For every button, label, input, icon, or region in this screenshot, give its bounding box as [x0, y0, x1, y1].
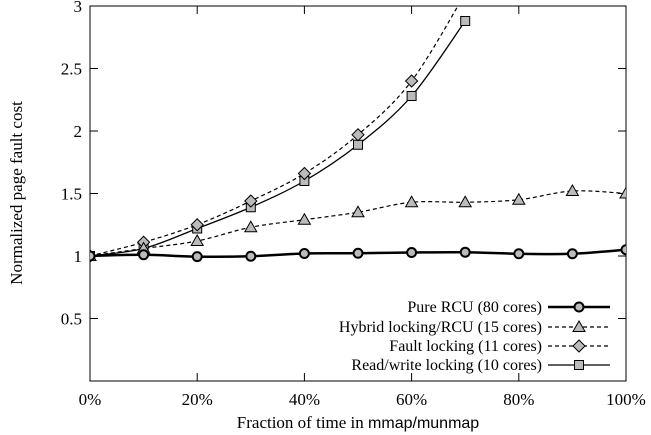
data-point-series-3: [406, 91, 417, 101]
x-axis-title-code: mmap/munmap: [368, 415, 479, 432]
x-axis-title-prefix: Fraction of time in: [237, 413, 368, 432]
x-tick-label: 40%: [289, 390, 320, 409]
data-point-series-3: [460, 16, 471, 26]
data-point-series-2: [351, 128, 365, 142]
x-axis-title: Fraction of time in mmap/munmap: [237, 413, 480, 432]
data-point-series-1: [458, 195, 473, 208]
markers-layer: [90, 16, 626, 263]
data-point-series-1: [619, 186, 626, 199]
y-tick-label: 2: [74, 122, 83, 141]
data-point-series-2: [190, 218, 204, 232]
data-point-series-1: [243, 220, 258, 233]
data-point-series-0: [138, 249, 150, 261]
y-tick-label: 0.5: [61, 310, 82, 329]
series-line-1: [90, 190, 626, 257]
legend: Pure RCU (80 cores) Hybrid locking/RCU (1…: [339, 299, 610, 374]
data-point-series-1: [351, 205, 365, 218]
data-point-series-3: [353, 139, 363, 150]
legend-label-1: Hybrid locking/RCU (15 cores): [339, 319, 542, 336]
y-tick-label: 2.5: [61, 60, 82, 79]
data-point-series-0: [620, 244, 626, 256]
series-line-2: [90, 6, 459, 257]
data-point-series-0: [513, 248, 525, 260]
data-point-series-0: [459, 246, 471, 258]
data-point-series-2: [404, 74, 419, 88]
y-tick-label: 1.5: [61, 185, 82, 204]
x-tick-label: 0%: [79, 390, 102, 409]
x-tick-label: 80%: [503, 390, 534, 409]
x-tick-label: 100%: [606, 390, 646, 409]
legend-label-0: Pure RCU (80 cores): [407, 299, 542, 316]
data-point-series-0: [245, 250, 257, 262]
data-point-series-0: [566, 248, 578, 260]
legend-marker-2: [572, 339, 586, 353]
data-point-series-0: [90, 250, 96, 262]
series-line-3: [90, 20, 466, 257]
data-point-series-2: [244, 194, 258, 208]
legend-marker-1: [572, 319, 586, 332]
data-point-series-1: [565, 183, 580, 196]
data-point-series-1: [404, 195, 419, 208]
y-tick-label: 3: [74, 0, 83, 16]
axis-ticks: 0.5 1 1.5 2 2.5 3 0% 20% 40% 60% 80% 100%: [61, 0, 646, 409]
legend-label-3: Read/write locking (10 cores): [351, 357, 542, 374]
legend-marker-0: [573, 301, 585, 313]
data-point-series-0: [352, 247, 364, 259]
y-axis-title: Normalized page fault cost: [7, 101, 26, 285]
data-point-series-1: [511, 192, 526, 205]
data-point-series-1: [297, 212, 312, 225]
data-point-series-0: [406, 247, 418, 258]
y-tick-label: 1: [74, 247, 83, 266]
data-point-series-1: [190, 233, 205, 246]
data-point-series-0: [298, 248, 310, 259]
x-tick-label: 60%: [396, 390, 427, 409]
legend-marker-3: [574, 360, 584, 370]
data-point-series-0: [191, 251, 203, 263]
data-point-series-2: [297, 166, 312, 181]
x-tick-label: 20%: [182, 390, 213, 409]
legend-label-2: Fault locking (11 cores): [389, 338, 542, 355]
